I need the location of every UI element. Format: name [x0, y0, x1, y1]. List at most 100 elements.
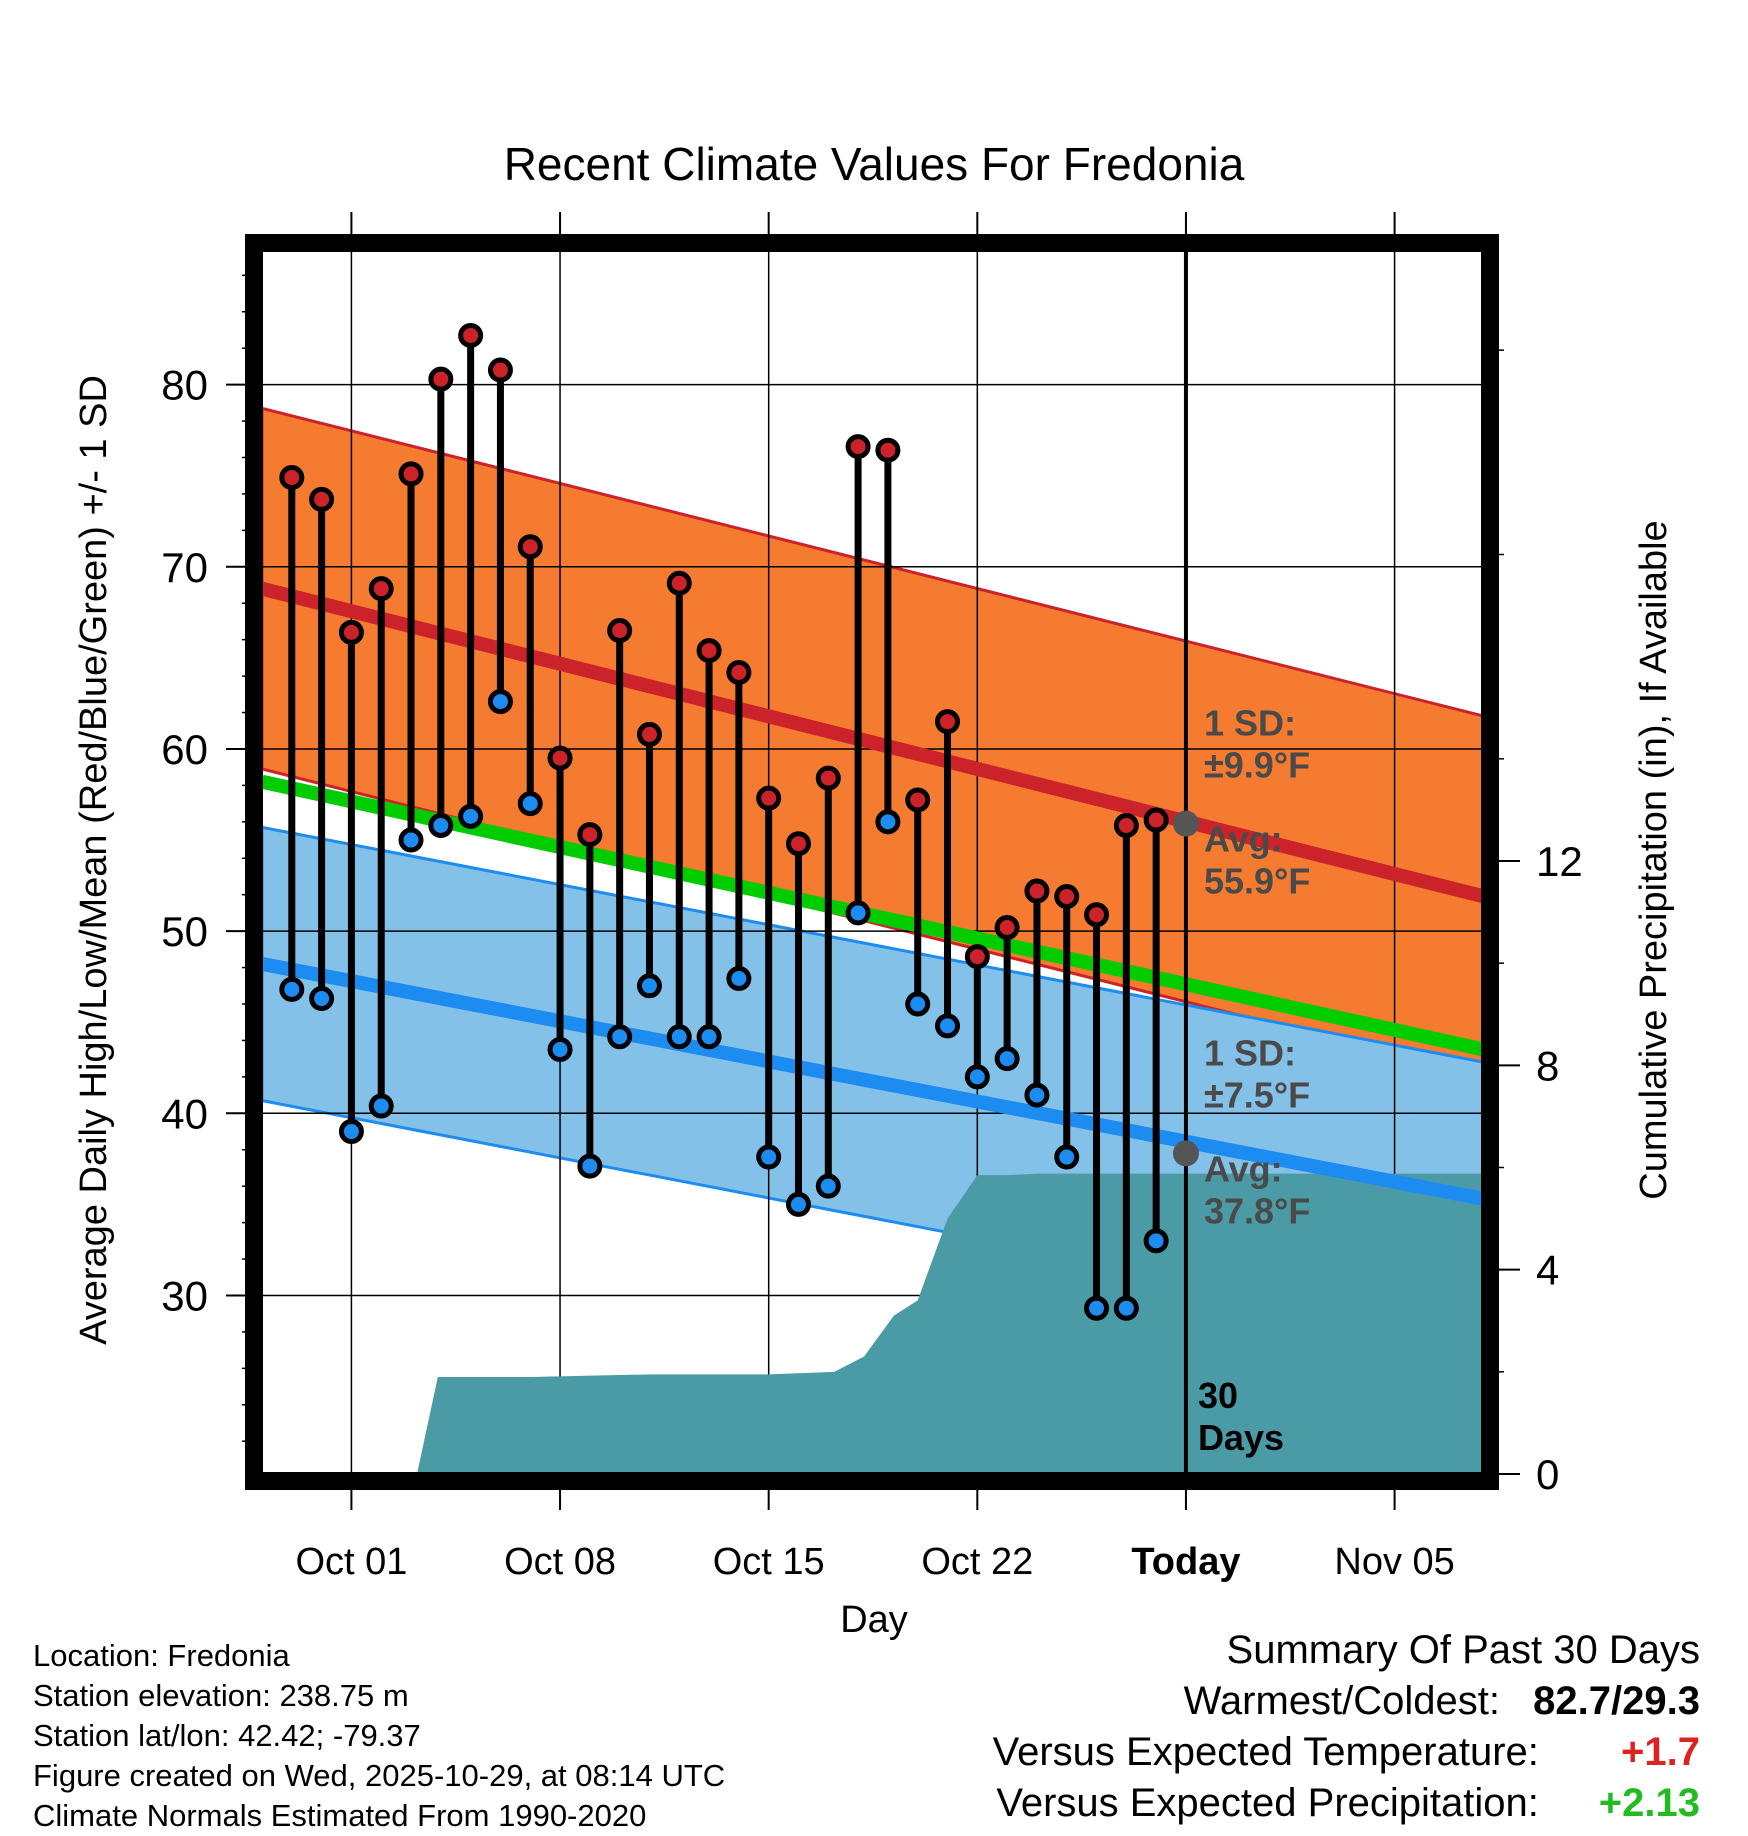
high-avg-label: Avg: — [1204, 819, 1283, 860]
location-text: Location: Fredonia — [33, 1638, 290, 1673]
low-point — [577, 1153, 603, 1179]
temp-value: +1.7 — [1621, 1730, 1700, 1774]
precip-value: +2.13 — [1598, 1781, 1700, 1825]
low-point — [338, 1119, 364, 1145]
latlon-text: Station lat/lon: 42.42; -79.37 — [33, 1718, 421, 1753]
y2-tick-label: 0 — [1536, 1451, 1559, 1498]
warmest-coldest-row: Warmest/Coldest: 82.7/29.3 — [993, 1676, 1700, 1727]
y-tick-label: 60 — [161, 726, 208, 773]
low-point — [547, 1037, 573, 1063]
low-point — [875, 809, 901, 835]
high-point — [487, 357, 513, 383]
low-avg-value: 37.8°F — [1204, 1190, 1310, 1231]
low-point — [666, 1024, 692, 1050]
y2-tick-label: 8 — [1536, 1042, 1559, 1089]
slash: / — [1611, 1679, 1623, 1723]
station-info: Location: Fredonia Station elevation: 23… — [33, 1636, 725, 1836]
high-point — [1024, 878, 1050, 904]
low-point — [309, 986, 335, 1012]
high-point — [458, 322, 484, 348]
low-point — [785, 1191, 811, 1217]
high-point — [1113, 812, 1139, 838]
high-sd-value: ±9.9°F — [1204, 745, 1310, 786]
high-point — [428, 366, 454, 392]
x-tick-label: Nov 05 — [1334, 1541, 1454, 1583]
low-avg-label: Avg: — [1204, 1148, 1283, 1189]
high-point — [338, 619, 364, 645]
y-tick-label: 40 — [161, 1090, 208, 1137]
high-avg-value: 55.9°F — [1204, 861, 1310, 902]
window-label-number: 30 — [1198, 1375, 1238, 1416]
low-point — [368, 1093, 394, 1119]
temp-row: Versus Expected Temperature: +1.7 — [993, 1727, 1700, 1778]
y-tick-label: 70 — [161, 544, 208, 591]
low-point — [636, 973, 662, 999]
temp-label: Versus Expected Temperature: — [992, 1730, 1539, 1774]
low-point — [994, 1046, 1020, 1072]
chart-title: Recent Climate Values For Fredonia — [504, 138, 1245, 190]
high-mean-line — [262, 581, 1484, 904]
y-tick-label: 30 — [161, 1272, 208, 1319]
high-avg-marker — [1172, 810, 1199, 837]
low-point — [1084, 1295, 1110, 1321]
y-tick-label: 50 — [161, 908, 208, 955]
plot-frame — [245, 234, 1499, 1490]
high-point — [1084, 902, 1110, 928]
high-point — [726, 659, 752, 685]
high-point — [607, 618, 633, 644]
low-point — [935, 1013, 961, 1039]
precip-area — [416, 1173, 1484, 1474]
high-point — [785, 831, 811, 857]
low-point — [1143, 1228, 1169, 1254]
normals-text: Climate Normals Estimated From 1990-2020 — [33, 1798, 647, 1833]
high-point — [636, 721, 662, 747]
low-sd-label: 1 SD: — [1204, 1032, 1296, 1073]
y-axis-label: Average Daily High/Low/Mean (Red/Blue/Gr… — [73, 375, 115, 1345]
y-tick-label: 80 — [161, 362, 208, 409]
high-point — [666, 570, 692, 596]
warmest-coldest-label: Warmest/Coldest: — [1183, 1679, 1501, 1723]
low-avg-marker — [1172, 1140, 1199, 1167]
low-point — [458, 803, 484, 829]
created-text: Figure created on Wed, 2025-10-29, at 08… — [33, 1758, 726, 1793]
high-point — [905, 787, 931, 813]
high-point — [279, 465, 305, 491]
high-point — [994, 914, 1020, 940]
y2-tick-label: 12 — [1536, 838, 1583, 885]
low-point — [964, 1064, 990, 1090]
low-point — [279, 976, 305, 1002]
elevation-text: Station elevation: 238.75 m — [33, 1678, 409, 1713]
coldest-value: 29.3 — [1622, 1679, 1700, 1723]
warmest-value: 82.7 — [1533, 1679, 1612, 1723]
high-point — [547, 745, 573, 771]
low-point — [1024, 1082, 1050, 1108]
x-tick-label: Oct 15 — [713, 1541, 825, 1583]
summary-panel: Summary Of Past 30 Days Warmest/Coldest:… — [993, 1625, 1700, 1829]
precip-row: Versus Expected Precipitation: +2.13 — [993, 1778, 1700, 1829]
low-point — [905, 991, 931, 1017]
precip-label: Versus Expected Precipitation: — [996, 1781, 1539, 1825]
low-point — [398, 827, 424, 853]
high-point — [368, 576, 394, 602]
x-tick-label: Today — [1131, 1541, 1240, 1583]
low-point — [607, 1024, 633, 1050]
low-point — [815, 1173, 841, 1199]
high-point — [1143, 807, 1169, 833]
high-point — [517, 534, 543, 560]
low-point — [696, 1024, 722, 1050]
low-point — [487, 689, 513, 715]
high-point — [756, 785, 782, 811]
x-tick-label: Oct 01 — [295, 1541, 407, 1583]
high-point — [815, 765, 841, 791]
high-point — [398, 461, 424, 487]
low-point — [517, 791, 543, 817]
low-point — [756, 1144, 782, 1170]
low-point — [726, 965, 752, 991]
low-point — [1054, 1144, 1080, 1170]
y2-axis-label: Cumulative Precipitation (in), If Availa… — [1633, 520, 1675, 1199]
window-label-days: Days — [1198, 1417, 1284, 1458]
x-tick-label: Oct 08 — [504, 1541, 616, 1583]
high-point — [935, 709, 961, 735]
high-point — [1054, 884, 1080, 910]
high-point — [577, 822, 603, 848]
